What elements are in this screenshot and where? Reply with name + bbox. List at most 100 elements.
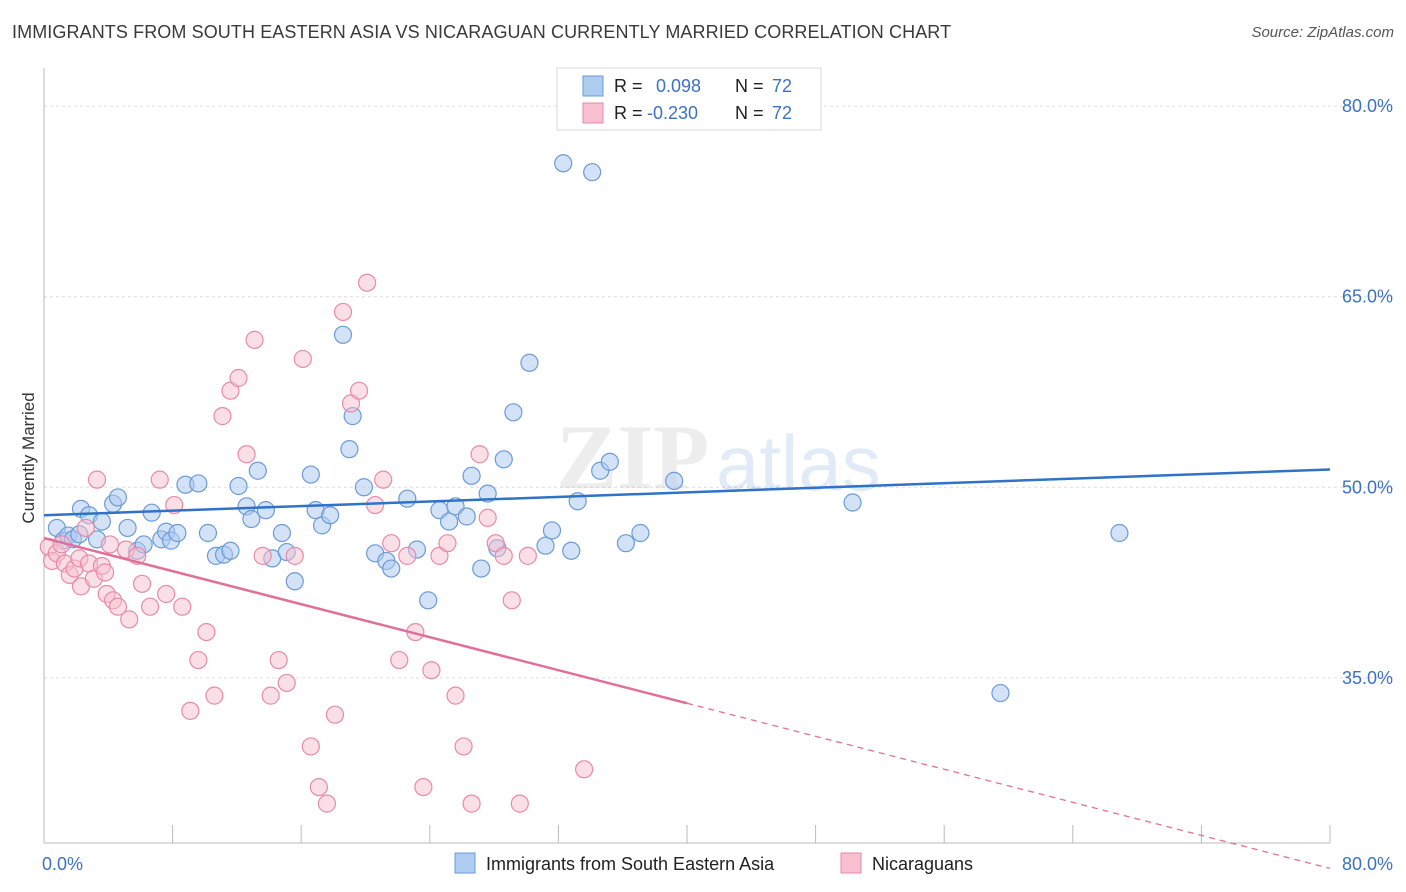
data-point-nicaraguans — [197, 622, 216, 642]
data-point-nicaraguans — [325, 705, 345, 724]
data-point-nicaraguans — [253, 546, 272, 565]
bottom-legend: Immigrants from South Eastern Asia Nicar… — [454, 852, 973, 874]
data-point-immigrants — [118, 518, 137, 538]
source-credit: Source: ZipAtlas.com — [1251, 24, 1394, 41]
data-point-immigrants — [494, 450, 513, 469]
data-point-nicaraguans — [293, 349, 312, 369]
trend-line-immigrants — [43, 468, 1331, 517]
data-point-nicaraguans — [213, 407, 232, 426]
data-point-immigrants — [446, 497, 465, 516]
data-point-nicaraguans — [140, 597, 160, 616]
data-point-nicaraguans — [120, 610, 139, 629]
data-point-immigrants — [554, 154, 573, 173]
data-point-nicaraguans — [414, 777, 433, 797]
data-point-nicaraguans — [309, 777, 328, 797]
data-point-nicaraguans — [374, 470, 393, 489]
bottom-legend-swatch-pink — [840, 852, 862, 874]
data-point-immigrants — [457, 507, 476, 526]
data-point-nicaraguans — [446, 686, 465, 705]
trend-line-nicaraguans-extrapolated — [686, 702, 1331, 870]
data-point-immigrants — [600, 452, 619, 471]
x-tick-label: 0.0% — [42, 854, 83, 874]
legend-n-value-blue: 72 — [772, 76, 792, 96]
legend-r-label-blue: R = — [614, 76, 643, 96]
data-point-nicaraguans — [349, 381, 369, 400]
data-point-nicaraguans — [261, 686, 280, 705]
watermark: ZIP atlas — [556, 406, 881, 508]
data-point-nicaraguans — [205, 686, 224, 705]
data-point-immigrants — [256, 501, 275, 520]
trend-lines — [43, 468, 1331, 870]
data-point-immigrants — [321, 506, 340, 525]
data-point-nicaraguans — [100, 535, 120, 554]
legend-r-value-pink: -0.230 — [647, 103, 698, 123]
data-point-nicaraguans — [462, 794, 481, 813]
y-tick-label: 35.0% — [1342, 668, 1393, 688]
data-point-immigrants — [616, 534, 636, 553]
data-point-nicaraguans — [269, 650, 288, 670]
legend-swatch-pink — [582, 102, 604, 124]
data-point-immigrants — [398, 489, 417, 508]
data-point-immigrants — [439, 512, 459, 531]
legend-r-label-pink: R = — [614, 103, 643, 123]
data-point-immigrants — [354, 478, 373, 497]
data-point-nicaraguans — [575, 760, 594, 779]
data-point-immigrants — [631, 523, 650, 543]
data-point-nicaraguans — [438, 534, 457, 553]
series-nicaraguans-points — [39, 273, 594, 813]
data-point-immigrants — [542, 521, 562, 540]
data-point-immigrants — [168, 523, 187, 543]
data-point-nicaraguans — [494, 546, 513, 565]
correlation-legend: R = 0.098 N = 72 R = -0.230 N = 72 — [556, 67, 822, 131]
data-point-nicaraguans — [422, 661, 441, 680]
data-point-immigrants — [285, 572, 304, 591]
data-point-nicaraguans — [333, 302, 353, 322]
data-point-nicaraguans — [237, 445, 256, 464]
tick-labels: 35.0% 50.0% 65.0% 80.0% 0.0% 80.0% — [42, 96, 1393, 874]
data-point-immigrants — [991, 683, 1010, 703]
data-point-immigrants — [419, 591, 438, 610]
data-point-immigrants — [536, 536, 555, 555]
data-point-immigrants — [520, 353, 539, 372]
data-point-immigrants — [843, 493, 862, 512]
data-point-immigrants — [478, 484, 497, 503]
y-tick-label: 50.0% — [1342, 477, 1393, 497]
legend-swatch-blue — [582, 75, 604, 97]
data-point-immigrants — [472, 559, 491, 578]
data-point-nicaraguans — [285, 546, 304, 565]
data-point-nicaraguans — [87, 470, 107, 489]
data-point-nicaraguans — [229, 368, 248, 388]
watermark-atlas: atlas — [716, 419, 881, 507]
data-point-immigrants — [562, 541, 581, 560]
data-point-immigrants — [462, 466, 481, 485]
data-point-immigrants — [221, 541, 240, 560]
data-point-immigrants — [108, 488, 128, 507]
data-point-nicaraguans — [454, 737, 473, 756]
data-point-nicaraguans — [108, 597, 128, 616]
chart-title: IMMIGRANTS FROM SOUTH EASTERN ASIA VS NI… — [12, 22, 952, 42]
bottom-legend-label-pink: Nicaraguans — [872, 854, 973, 874]
bottom-legend-swatch-blue — [454, 852, 476, 874]
data-point-nicaraguans — [317, 794, 337, 813]
y-axis-label: Currently Married — [19, 392, 38, 523]
data-point-immigrants — [301, 465, 320, 484]
data-point-immigrants — [229, 476, 248, 496]
data-point-nicaraguans — [366, 495, 385, 515]
watermark-zip: ZIP — [556, 406, 709, 508]
data-point-immigrants — [504, 403, 523, 422]
data-point-immigrants — [340, 440, 359, 459]
data-point-nicaraguans — [301, 737, 320, 756]
data-point-nicaraguans — [132, 574, 152, 593]
axes — [43, 68, 1331, 844]
x-tick-label: 80.0% — [1342, 854, 1393, 874]
data-point-nicaraguans — [398, 546, 417, 565]
data-point-nicaraguans — [173, 597, 192, 616]
grid-lines — [44, 105, 1392, 679]
data-point-nicaraguans — [470, 445, 489, 464]
data-point-nicaraguans — [76, 518, 95, 538]
data-point-nicaraguans — [277, 673, 296, 693]
data-point-nicaraguans — [478, 508, 497, 527]
data-point-immigrants — [583, 163, 602, 182]
data-point-nicaraguans — [510, 794, 529, 813]
